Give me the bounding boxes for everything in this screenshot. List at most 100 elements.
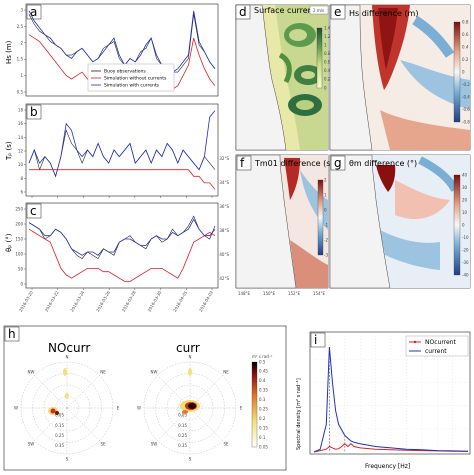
- spectrum-blob: [182, 410, 188, 414]
- colorbar-tick-label: -3: [324, 252, 328, 257]
- xtick-label: 2016-03-22: [44, 290, 60, 313]
- spectrum-line-0: [313, 443, 469, 453]
- panel-b-yticks: 18 16 14 12 10 8 6: [18, 108, 26, 195]
- colorbar-tick-label: 30: [462, 185, 468, 190]
- ytick-label: 16: [18, 121, 24, 126]
- colorbar-tick-label: 0: [462, 222, 465, 227]
- ytick-label: 3: [20, 8, 23, 13]
- compass-label: E: [240, 406, 243, 411]
- colorbar-tick-label: -0.4: [462, 94, 470, 99]
- colorbar-tick-label: -40: [462, 272, 469, 277]
- colorbar-tick-label: 0.5: [259, 359, 266, 364]
- legend-item-with: Simulation with currents: [104, 83, 160, 89]
- colorbar-tick-label: 2: [324, 177, 327, 182]
- panel-g-letter: g: [334, 156, 342, 170]
- series-line-c-1: [28, 228, 216, 282]
- xtick-label: 2016-04-03: [198, 290, 214, 313]
- lat-tick-label: 40°S: [219, 252, 229, 257]
- colorbar-tick-label: 0.1: [259, 435, 266, 440]
- colorbar-tick-label: -1: [324, 222, 328, 227]
- compass-label: NE: [100, 369, 106, 374]
- compass-label: SW: [151, 442, 158, 447]
- ring-label: 0.25: [178, 433, 187, 438]
- ring-label: 0.15: [55, 423, 64, 428]
- panel-f-lon-ticks: 148°E 150°E 152°E 154°E: [238, 291, 326, 296]
- legend-nocurrent: NOcurrent: [425, 339, 457, 346]
- ytick-label: 8: [20, 176, 23, 181]
- polar-right-title: curr: [176, 341, 200, 355]
- panel-h-letter: h: [8, 327, 16, 341]
- ytick-label: 100: [15, 252, 23, 257]
- legend: Buoy observations Simulation without cur…: [87, 63, 175, 92]
- colorbar-tick-label: 0: [324, 85, 327, 90]
- lon-tick-label: 152°E: [288, 291, 301, 296]
- polar-ring: [55, 396, 79, 420]
- panel-d-letter: d: [239, 5, 247, 19]
- colorbar-tick-label: -2: [324, 237, 328, 242]
- colorbar-tick-label: 0.4: [259, 378, 266, 383]
- colorbar-tick-label: 40: [462, 172, 468, 177]
- colorbar-tick-label: 0.6: [324, 60, 331, 65]
- panel-d-title: Surface currents: [254, 6, 320, 15]
- xtick-label: 2016-03-30: [146, 290, 162, 313]
- compass-label: S: [189, 457, 192, 462]
- panel-e: 0.8 0.6 0.4 0.2 0 -0.2 -0.4 -0.6 -0.8 e Hs diffe…: [329, 4, 471, 151]
- colorbar-tick-label: 0.3: [259, 397, 266, 402]
- colorbar-tick-label: 0.4: [324, 68, 331, 73]
- lat-tick-label: 42°S: [219, 276, 229, 281]
- ytick-label: 2.5: [17, 24, 24, 29]
- ytick-label: 0.5: [17, 90, 24, 95]
- panel-i-ylabel: Spectral density [m² s rad⁻¹]: [296, 378, 302, 450]
- colorbar-tick-label: 0: [324, 207, 327, 212]
- ytick-label: 14: [18, 135, 24, 140]
- xtick-label: 2016-03-24: [69, 290, 85, 313]
- panel-c-ylabel: θₚ (°): [5, 233, 13, 252]
- colorbar-tick-label: 0.45: [259, 369, 268, 374]
- series-line-a-2: [28, 10, 216, 73]
- panel-g: 40 30 20 10 0 -10 -20 -30 -40 g θm difference (°…: [329, 154, 471, 289]
- panel-c-yticks: 250 200 150 100 50 0: [15, 207, 26, 287]
- colorbar-tick-label: 0.2: [324, 77, 331, 82]
- xtick-label: 2016-03-26: [95, 290, 111, 313]
- spectrum-blob: [63, 368, 67, 376]
- panel-f-title: Tm01 difference (s): [254, 159, 334, 168]
- colorbar-tick-label: -30: [462, 260, 469, 265]
- panel-c-lines: [28, 215, 216, 282]
- colorbar-tick-label: -20: [462, 247, 469, 252]
- panel-c-frame: [25, 202, 219, 289]
- polar-ring: [43, 384, 91, 432]
- panel-b-date-ticks: [31, 196, 213, 198]
- spectrum-blob: [50, 408, 56, 414]
- xtick-label: 2016-04-01: [172, 290, 188, 313]
- panel-h-cb-label: m² s rad⁻¹: [252, 354, 273, 359]
- colorbar-tick-label: -0.8: [462, 119, 470, 124]
- panel-i-legend: NOcurrent current: [405, 335, 469, 357]
- colorbar-tick-label: 0.8: [462, 19, 469, 24]
- ytick-label: 250: [15, 207, 23, 212]
- panel-i-lines: [313, 346, 469, 453]
- panel-f: 2 1 0 -1 -2 -3 f Tm01 difference (s) 32°S 34°S…: [219, 154, 334, 296]
- polar-ring: [166, 384, 214, 432]
- colorbar-tick-label: 0.05: [259, 444, 268, 449]
- colorbar-tick-label: 0.2: [462, 57, 469, 62]
- colorbar-tick-label: -0.6: [462, 107, 470, 112]
- ytick-label: 18: [18, 108, 24, 113]
- ring-label: 0.35: [178, 443, 187, 448]
- panel-b-frame: [25, 103, 219, 197]
- ytick-label: 6: [20, 190, 23, 195]
- compass-label: N: [189, 355, 192, 360]
- colorbar-tick-label: 20: [462, 197, 468, 202]
- polar-right: N NE E SE S SW W NW 0.35 0.25 0.15 0.05: [137, 355, 243, 462]
- panel-a: a Hs (m) 3 2.5 2 1.5 1 0.5 Buoy observations …: [5, 3, 219, 97]
- ytick-label: 150: [15, 237, 23, 242]
- spectrum-blob: [188, 368, 192, 376]
- xtick-label: 2016-03-20: [18, 290, 34, 313]
- colorbar-tick-label: 1.4: [324, 25, 331, 30]
- colorbar-tick-label: 10: [462, 210, 468, 215]
- panel-b-ylabel: Tₚ (s): [5, 141, 13, 161]
- panel-h: h NOcurr curr NNEESESSWWNW0.350.250.150.…: [3, 325, 287, 471]
- compass-label: SE: [224, 442, 230, 447]
- ytick-label: 2: [20, 40, 23, 45]
- compass-label: SW: [28, 442, 35, 447]
